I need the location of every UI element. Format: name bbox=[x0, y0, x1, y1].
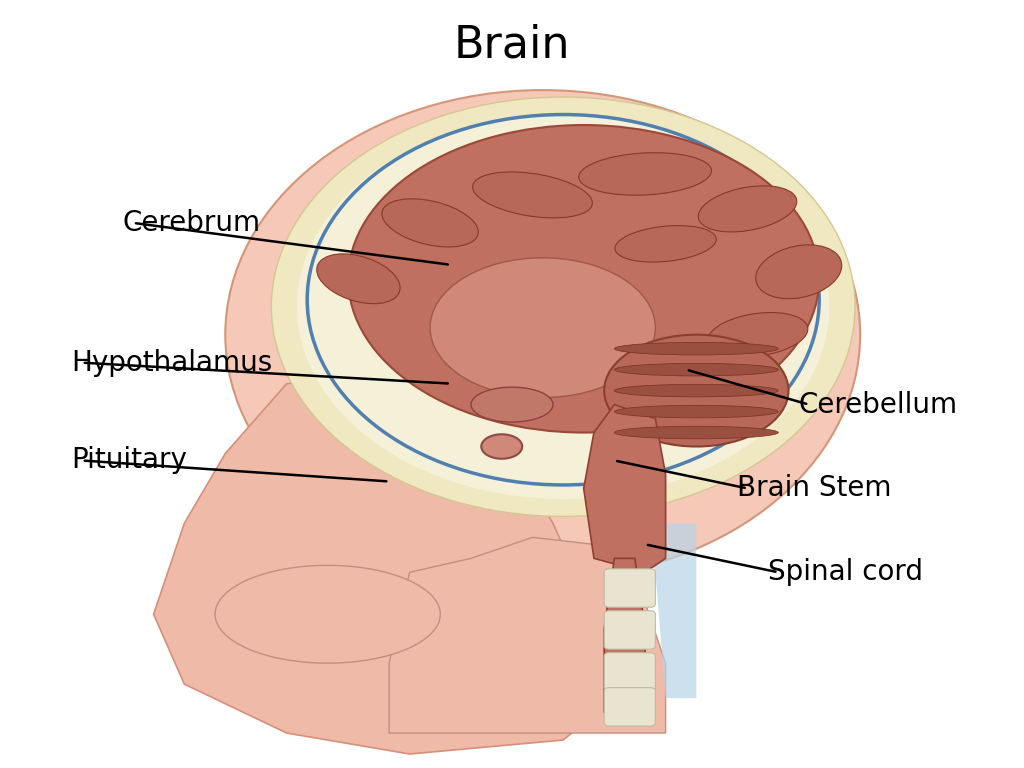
Ellipse shape bbox=[614, 343, 778, 355]
Text: Cerebellum: Cerebellum bbox=[799, 391, 957, 419]
FancyBboxPatch shape bbox=[604, 569, 655, 607]
Polygon shape bbox=[584, 405, 666, 572]
Ellipse shape bbox=[615, 226, 716, 262]
Ellipse shape bbox=[579, 153, 712, 195]
Ellipse shape bbox=[614, 363, 778, 376]
Ellipse shape bbox=[471, 387, 553, 422]
Ellipse shape bbox=[225, 90, 860, 579]
Text: Pituitary: Pituitary bbox=[72, 446, 187, 475]
Ellipse shape bbox=[698, 186, 797, 232]
Ellipse shape bbox=[614, 426, 778, 439]
Ellipse shape bbox=[614, 384, 778, 397]
Ellipse shape bbox=[297, 114, 829, 499]
Ellipse shape bbox=[604, 335, 788, 446]
Ellipse shape bbox=[215, 565, 440, 664]
Ellipse shape bbox=[382, 199, 478, 247]
Ellipse shape bbox=[481, 434, 522, 458]
Ellipse shape bbox=[614, 406, 778, 418]
Text: Spinal cord: Spinal cord bbox=[768, 558, 923, 586]
Text: Brain: Brain bbox=[454, 23, 570, 66]
Ellipse shape bbox=[348, 125, 819, 432]
Polygon shape bbox=[154, 376, 614, 754]
Ellipse shape bbox=[756, 245, 842, 299]
Polygon shape bbox=[389, 538, 666, 733]
FancyBboxPatch shape bbox=[604, 687, 655, 726]
FancyBboxPatch shape bbox=[604, 611, 655, 649]
Ellipse shape bbox=[316, 254, 400, 303]
Polygon shape bbox=[604, 558, 645, 712]
Ellipse shape bbox=[708, 313, 808, 357]
Text: Hypothalamus: Hypothalamus bbox=[72, 349, 273, 376]
Ellipse shape bbox=[430, 258, 655, 398]
FancyBboxPatch shape bbox=[604, 653, 655, 691]
Ellipse shape bbox=[473, 172, 592, 218]
Ellipse shape bbox=[271, 97, 855, 516]
Text: Cerebrum: Cerebrum bbox=[123, 209, 261, 237]
Text: Brain Stem: Brain Stem bbox=[737, 475, 892, 502]
Polygon shape bbox=[645, 524, 696, 698]
